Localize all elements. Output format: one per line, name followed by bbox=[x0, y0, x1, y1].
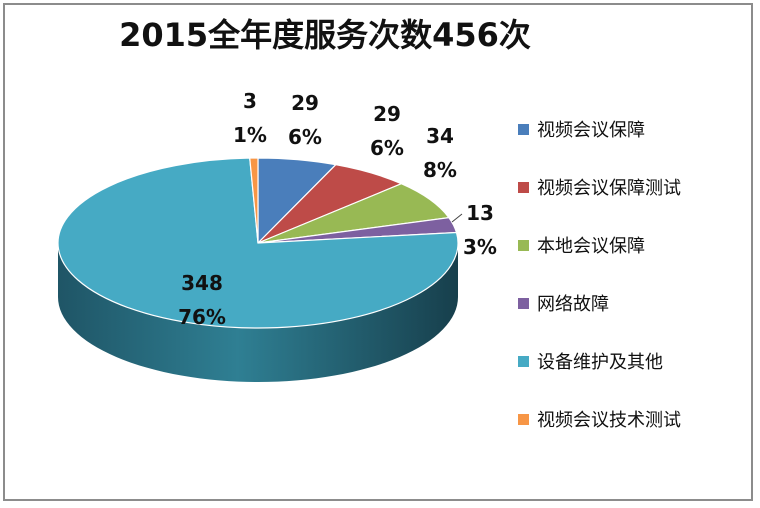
pie-slice bbox=[249, 157, 259, 244]
legend: 视频会议保障 视频会议保障测试 本地会议保障 网络故障 设备维护及其他 视频会议… bbox=[518, 100, 681, 448]
slice-value-label: 34 bbox=[426, 124, 454, 148]
leader-line bbox=[451, 213, 463, 223]
slice-percent-label: 8% bbox=[423, 158, 457, 182]
slice-percent-label: 1% bbox=[233, 123, 267, 147]
legend-swatch bbox=[518, 297, 529, 309]
legend-item: 设备维护及其他 bbox=[518, 332, 681, 390]
legend-item: 视频会议保障 bbox=[518, 100, 681, 158]
legend-swatch bbox=[518, 239, 529, 251]
legend-item: 本地会议保障 bbox=[518, 216, 681, 274]
pie-side-wall bbox=[58, 243, 458, 382]
legend-swatch bbox=[518, 123, 529, 135]
slice-percent-label: 76% bbox=[178, 305, 226, 329]
slice-value-label: 3 bbox=[243, 89, 257, 113]
legend-label: 视频会议技术测试 bbox=[537, 410, 681, 431]
slice-value-label: 348 bbox=[181, 271, 223, 295]
slice-percent-label: 6% bbox=[288, 125, 322, 149]
legend-item: 网络故障 bbox=[518, 274, 681, 332]
legend-label: 网络故障 bbox=[537, 294, 609, 315]
slice-percent-label: 3% bbox=[463, 235, 497, 259]
legend-item: 视频会议保障测试 bbox=[518, 158, 681, 216]
slice-value-label: 13 bbox=[466, 201, 494, 225]
slice-value-label: 29 bbox=[373, 102, 401, 126]
slice-percent-label: 6% bbox=[370, 136, 404, 160]
legend-swatch bbox=[518, 181, 529, 193]
pie-slice bbox=[57, 157, 459, 329]
legend-label: 视频会议保障 bbox=[537, 120, 645, 141]
legend-item: 视频会议技术测试 bbox=[518, 390, 681, 448]
legend-label: 设备维护及其他 bbox=[537, 352, 663, 373]
legend-swatch bbox=[518, 355, 529, 367]
legend-label: 本地会议保障 bbox=[537, 236, 645, 257]
chart-title: 2015全年度服务次数456次 bbox=[119, 16, 531, 54]
legend-label: 视频会议保障测试 bbox=[537, 178, 681, 199]
slice-value-label: 29 bbox=[291, 91, 319, 115]
legend-swatch bbox=[518, 413, 529, 425]
